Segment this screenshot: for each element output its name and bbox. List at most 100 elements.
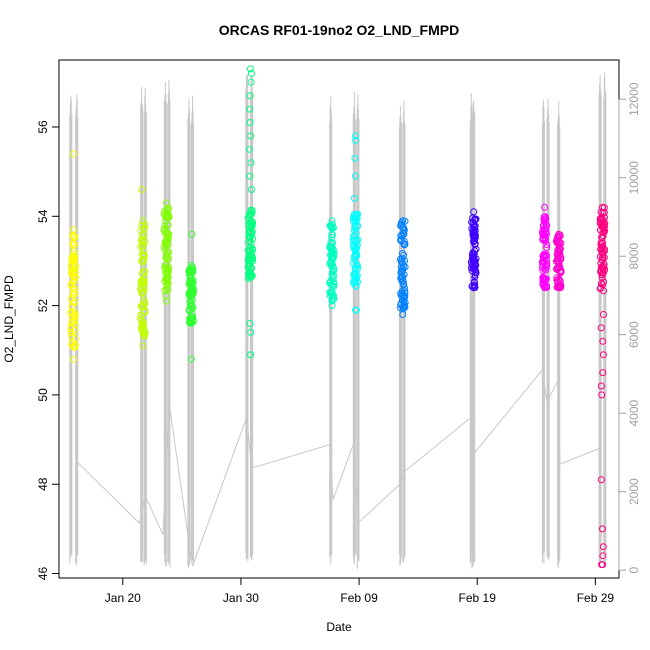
data-point [541, 276, 549, 284]
data-point [555, 252, 563, 260]
data-point [160, 226, 168, 234]
data-point [69, 285, 77, 293]
data-point [67, 329, 75, 337]
data-point [472, 255, 480, 263]
data-point [139, 278, 147, 286]
y2-tick-label: 6000 [627, 321, 641, 348]
data-point [138, 221, 146, 229]
y-axis-label: O2_LND_FMPD [2, 275, 16, 363]
data-point [599, 369, 607, 377]
data-point [541, 284, 549, 292]
data-point [246, 252, 254, 260]
data-point [140, 296, 148, 304]
series-rf06 [326, 217, 338, 310]
data-point [163, 297, 170, 305]
data-point [248, 208, 256, 216]
data-point [399, 273, 406, 280]
data-point [70, 343, 78, 350]
y-tick-label: 52 [36, 299, 50, 313]
data-point [597, 476, 605, 484]
data-point [162, 261, 169, 269]
data-point [330, 278, 337, 286]
data-point [597, 226, 604, 234]
series-rf02 [137, 186, 149, 350]
data-point [597, 266, 605, 274]
data-point [71, 255, 78, 263]
data-point [471, 273, 479, 281]
data-point [248, 186, 255, 193]
data-point [328, 217, 336, 225]
data-point [397, 232, 405, 239]
data-point [139, 238, 147, 246]
data-point [543, 241, 551, 249]
data-point [351, 253, 359, 261]
data-point [186, 301, 194, 309]
data-point [539, 264, 546, 272]
y2-tick-label: 2000 [627, 478, 641, 505]
data-point [163, 199, 170, 207]
data-point [555, 238, 563, 246]
data-point [246, 65, 254, 73]
data-point [398, 232, 406, 240]
data-point [247, 351, 255, 359]
data-point [68, 332, 75, 340]
data-point [69, 239, 77, 247]
data-point [247, 328, 255, 336]
data-point [601, 219, 609, 227]
data-point [350, 194, 358, 202]
data-point [553, 265, 561, 273]
data-point [246, 320, 254, 327]
data-point [555, 275, 563, 283]
x-axis-label: Date [326, 620, 352, 634]
data-point [553, 274, 561, 282]
data-point [327, 290, 335, 298]
data-point [187, 261, 195, 269]
data-point [469, 254, 476, 262]
data-point [188, 302, 196, 310]
data-point [247, 159, 255, 167]
data-point [352, 229, 360, 237]
x-tick-label: Feb 09 [340, 591, 378, 605]
data-point [400, 284, 408, 292]
data-point [71, 263, 79, 270]
data-point [352, 273, 360, 281]
data-point [352, 306, 360, 314]
y2-tick-label: 0 [627, 566, 641, 573]
data-point [540, 252, 548, 260]
data-point [327, 259, 335, 267]
data-point [600, 278, 608, 286]
data-point [71, 298, 79, 306]
data-point [328, 302, 336, 310]
data-point [244, 214, 252, 222]
data-point [597, 324, 605, 332]
series-rf09 [467, 208, 480, 292]
data-point [598, 525, 606, 533]
data-point [598, 391, 606, 399]
x-tick-label: Jan 20 [105, 591, 141, 605]
series-rf05 [244, 65, 257, 359]
data-point [400, 251, 408, 259]
data-point [141, 332, 148, 340]
data-point [141, 221, 149, 229]
data-point [67, 309, 75, 317]
data-point [162, 237, 170, 245]
data-point [539, 234, 547, 242]
altitude-trace [69, 72, 607, 569]
y-tick-label: 50 [36, 388, 50, 402]
data-point [397, 269, 405, 277]
data-point [541, 203, 549, 211]
data-point [401, 263, 409, 271]
data-point [399, 217, 407, 225]
data-point [246, 105, 254, 113]
data-point [138, 320, 146, 328]
data-point [397, 274, 405, 282]
y2-tick-label: 12000 [627, 82, 641, 116]
data-point [69, 150, 77, 158]
data-point [186, 288, 193, 296]
data-point [398, 290, 406, 298]
data-point [556, 245, 564, 253]
data-point [598, 561, 606, 569]
data-point [472, 245, 480, 253]
data-point [70, 232, 78, 240]
x-axis: Jan 20 Jan 30 Feb 09 Feb 19 Feb 29 [105, 577, 614, 605]
